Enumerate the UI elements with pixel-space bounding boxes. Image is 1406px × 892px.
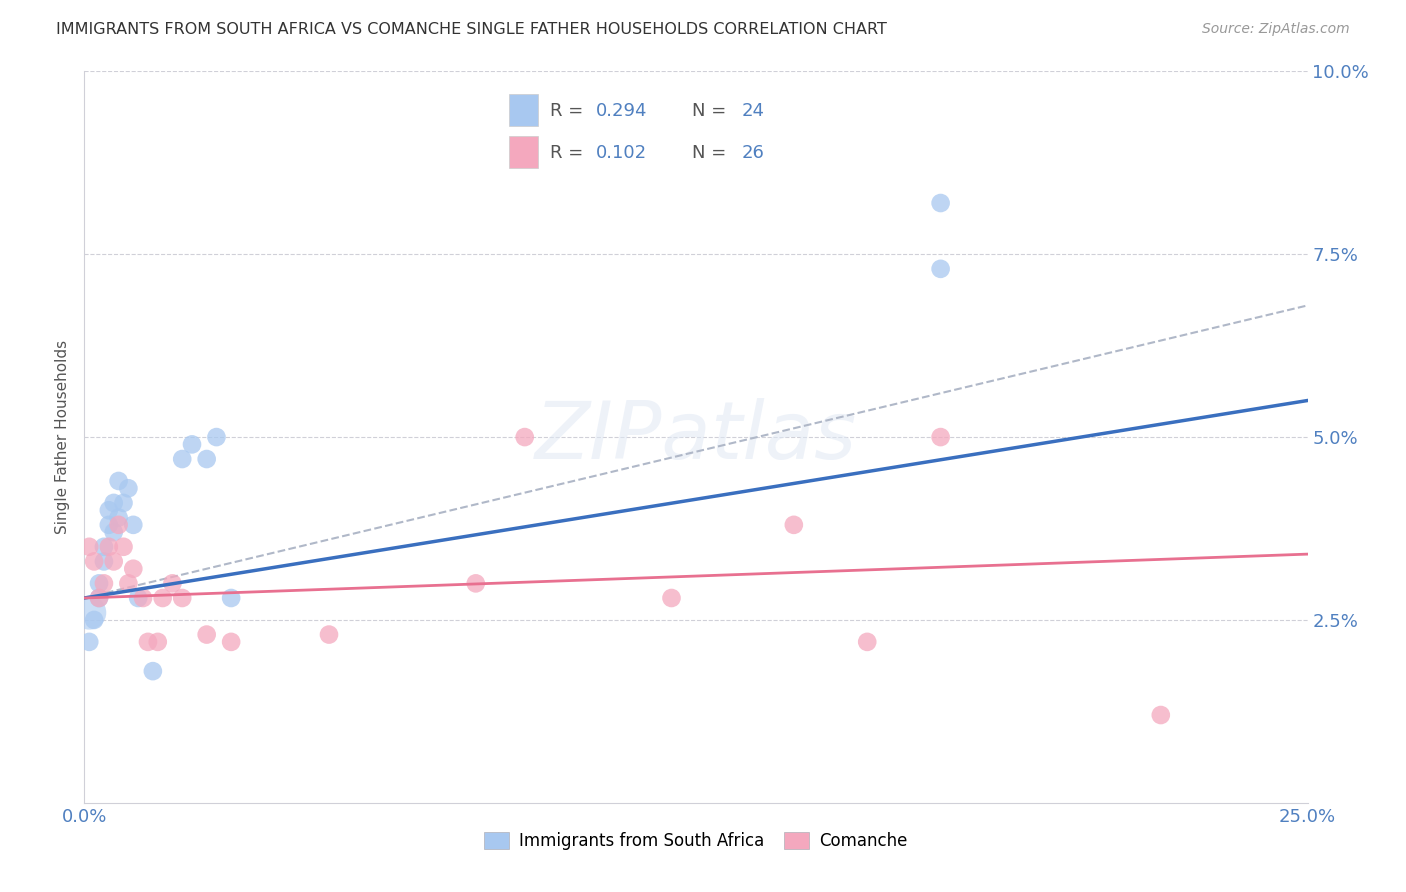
Point	[172, 452, 194, 467]
Point	[83, 613, 105, 627]
Legend: Immigrants from South Africa, Comanche: Immigrants from South Africa, Comanche	[478, 825, 914, 856]
Point	[181, 437, 204, 451]
Point	[661, 591, 683, 605]
Point	[219, 591, 242, 605]
Point	[93, 554, 115, 568]
Y-axis label: Single Father Households: Single Father Households	[55, 340, 70, 534]
Point	[136, 635, 159, 649]
Point	[117, 576, 139, 591]
Point	[172, 591, 194, 605]
Point	[195, 627, 218, 641]
Point	[107, 517, 129, 532]
Point	[97, 540, 120, 554]
Point	[162, 576, 184, 591]
Point	[97, 517, 120, 532]
Point	[132, 591, 155, 605]
Point	[318, 627, 340, 641]
Point	[856, 635, 879, 649]
Point	[513, 430, 536, 444]
Point	[93, 540, 115, 554]
Point	[219, 635, 242, 649]
Point	[77, 635, 100, 649]
Point	[122, 562, 145, 576]
Point	[205, 430, 228, 444]
Point	[87, 591, 110, 605]
Point	[107, 510, 129, 524]
Text: ZIPatlas: ZIPatlas	[534, 398, 858, 476]
Point	[142, 664, 165, 678]
Text: IMMIGRANTS FROM SOUTH AFRICA VS COMANCHE SINGLE FATHER HOUSEHOLDS CORRELATION CH: IMMIGRANTS FROM SOUTH AFRICA VS COMANCHE…	[56, 22, 887, 37]
Text: Source: ZipAtlas.com: Source: ZipAtlas.com	[1202, 22, 1350, 37]
Point	[117, 481, 139, 495]
Point	[929, 430, 952, 444]
Point	[103, 554, 125, 568]
Point	[107, 474, 129, 488]
Point	[122, 517, 145, 532]
Point	[783, 517, 806, 532]
Point	[464, 576, 486, 591]
Point	[77, 606, 100, 620]
Point	[112, 540, 135, 554]
Point	[93, 576, 115, 591]
Point	[127, 591, 149, 605]
Point	[77, 540, 100, 554]
Point	[929, 261, 952, 276]
Point	[103, 496, 125, 510]
Point	[929, 196, 952, 211]
Point	[97, 503, 120, 517]
Point	[1150, 708, 1173, 723]
Point	[146, 635, 169, 649]
Point	[103, 525, 125, 540]
Point	[87, 591, 110, 605]
Point	[87, 576, 110, 591]
Point	[83, 554, 105, 568]
Point	[112, 496, 135, 510]
Point	[152, 591, 174, 605]
Point	[195, 452, 218, 467]
